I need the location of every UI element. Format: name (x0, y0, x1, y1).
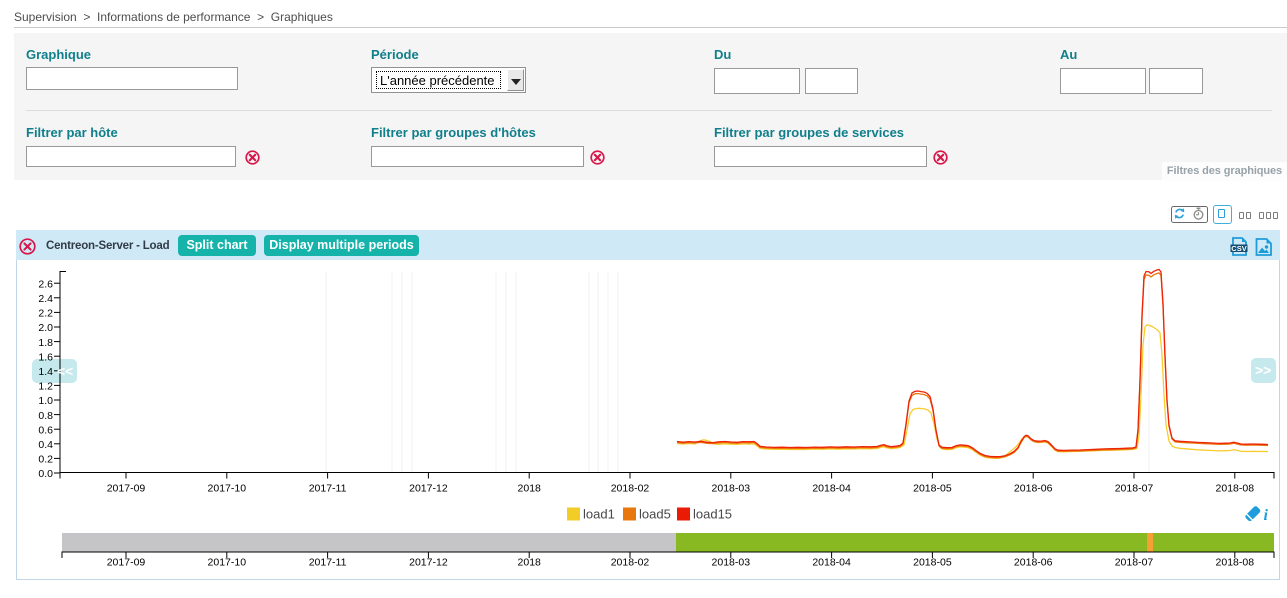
svg-text:2017-09: 2017-09 (107, 483, 146, 495)
svg-text:2018-06: 2018-06 (1014, 557, 1053, 569)
svg-text:2018-03: 2018-03 (712, 557, 751, 569)
svg-text:2018-04: 2018-04 (812, 483, 851, 495)
svg-text:1.2: 1.2 (38, 381, 53, 393)
svg-text:1.0: 1.0 (38, 395, 53, 407)
svg-text:2018-08: 2018-08 (1216, 483, 1255, 495)
svg-text:2018-06: 2018-06 (1014, 483, 1053, 495)
svg-text:2018-03: 2018-03 (712, 483, 751, 495)
svg-text:2.0: 2.0 (38, 322, 53, 334)
svg-text:load5: load5 (639, 507, 671, 522)
svg-text:load1: load1 (583, 507, 615, 522)
svg-text:2018-07: 2018-07 (1115, 483, 1154, 495)
svg-text:0.4: 0.4 (38, 439, 53, 451)
svg-text:2018: 2018 (518, 557, 542, 569)
svg-text:2018: 2018 (518, 483, 542, 495)
svg-text:0.8: 0.8 (38, 410, 53, 422)
svg-text:2017-10: 2017-10 (208, 557, 247, 569)
svg-text:2018-07: 2018-07 (1115, 557, 1154, 569)
svg-text:2.2: 2.2 (38, 308, 53, 320)
svg-text:2018-08: 2018-08 (1216, 557, 1255, 569)
svg-text:2017-09: 2017-09 (107, 557, 146, 569)
svg-text:2018-02: 2018-02 (611, 557, 650, 569)
svg-text:2.4: 2.4 (38, 293, 53, 305)
svg-text:2017-11: 2017-11 (309, 483, 347, 495)
svg-text:1.8: 1.8 (38, 337, 53, 349)
svg-text:0.6: 0.6 (38, 424, 53, 436)
svg-text:2018-05: 2018-05 (913, 557, 952, 569)
svg-text:i: i (1264, 507, 1269, 524)
svg-text:2017-10: 2017-10 (208, 483, 247, 495)
svg-text:2018-04: 2018-04 (812, 557, 851, 569)
svg-text:0.2: 0.2 (38, 454, 53, 466)
svg-text:2017-12: 2017-12 (409, 557, 448, 569)
svg-text:2018-02: 2018-02 (611, 483, 650, 495)
svg-text:1.4: 1.4 (38, 366, 53, 378)
svg-text:CSV: CSV (1231, 244, 1246, 253)
svg-text:load15: load15 (693, 507, 732, 522)
svg-text:2018-05: 2018-05 (913, 483, 952, 495)
svg-text:2.6: 2.6 (38, 278, 53, 290)
svg-text:0.0: 0.0 (38, 468, 53, 480)
svg-text:2017-11: 2017-11 (309, 557, 347, 569)
svg-text:1.6: 1.6 (38, 351, 53, 363)
svg-text:2017-12: 2017-12 (409, 483, 448, 495)
